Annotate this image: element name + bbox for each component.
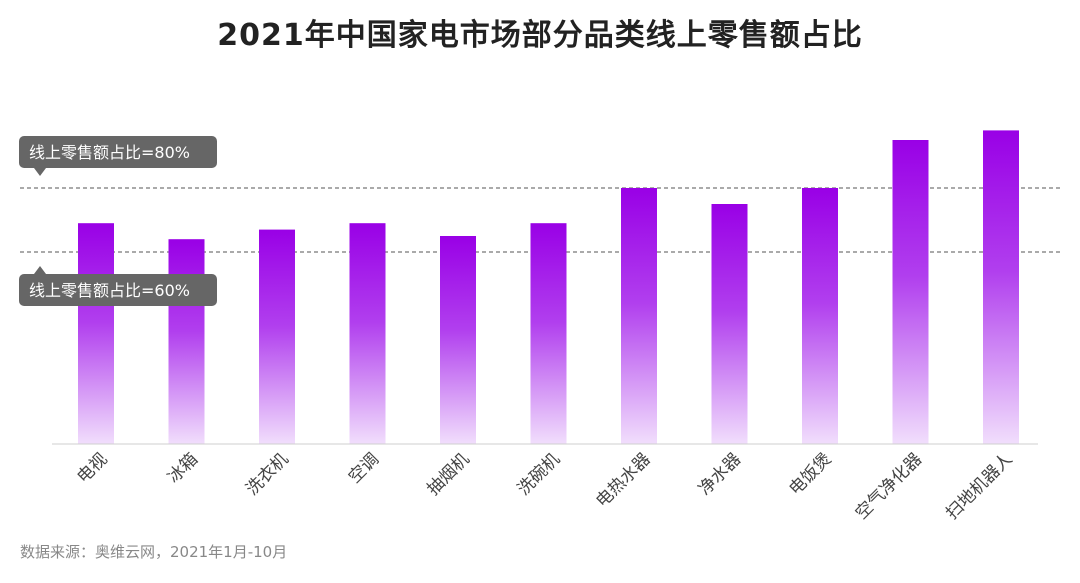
callout-label: 线上零售额占比=60% xyxy=(29,281,190,300)
callout-box xyxy=(19,274,217,306)
callout-pointer xyxy=(34,168,46,176)
callout-label: 线上零售额占比=80% xyxy=(29,143,190,162)
data-source-note: 数据来源：奥维云网，2021年1月-10月 xyxy=(20,543,288,561)
callout-pointer xyxy=(34,266,46,274)
x-tick-label: 洗衣机 xyxy=(242,449,292,499)
x-tick-label: 电视 xyxy=(73,449,111,487)
x-tick-label: 抽烟机 xyxy=(423,449,473,499)
bar-洗衣机 xyxy=(259,229,295,444)
bar-洗碗机 xyxy=(530,223,567,444)
bar-抽烟机 xyxy=(440,236,476,444)
x-tick-label: 空气净化器 xyxy=(852,449,926,523)
x-tick-label: 电饭煲 xyxy=(785,449,835,499)
callout-box xyxy=(19,136,217,168)
bar-空气净化器 xyxy=(892,140,929,444)
bar-冰箱 xyxy=(168,239,205,444)
x-tick-label: 电热水器 xyxy=(592,449,654,511)
bar-电视 xyxy=(78,223,114,444)
bar-空调 xyxy=(349,223,386,444)
reference-callout-60: 线上零售额占比=60% xyxy=(19,266,217,306)
x-tick-label: 洗碗机 xyxy=(514,449,564,499)
bar-扫地机器人 xyxy=(983,130,1019,444)
x-tick-label: 净水器 xyxy=(695,449,745,499)
bar-电热水器 xyxy=(621,188,657,444)
x-tick-label: 空调 xyxy=(345,449,383,487)
chart-title: 2021年中国家电市场部分品类线上零售额占比 xyxy=(217,18,863,53)
x-tick-label: 冰箱 xyxy=(164,449,202,487)
x-tick-label: 扫地机器人 xyxy=(942,449,1016,523)
bar-电饭煲 xyxy=(802,188,838,444)
bar-净水器 xyxy=(711,204,748,444)
reference-callout-80: 线上零售额占比=80% xyxy=(19,136,217,176)
